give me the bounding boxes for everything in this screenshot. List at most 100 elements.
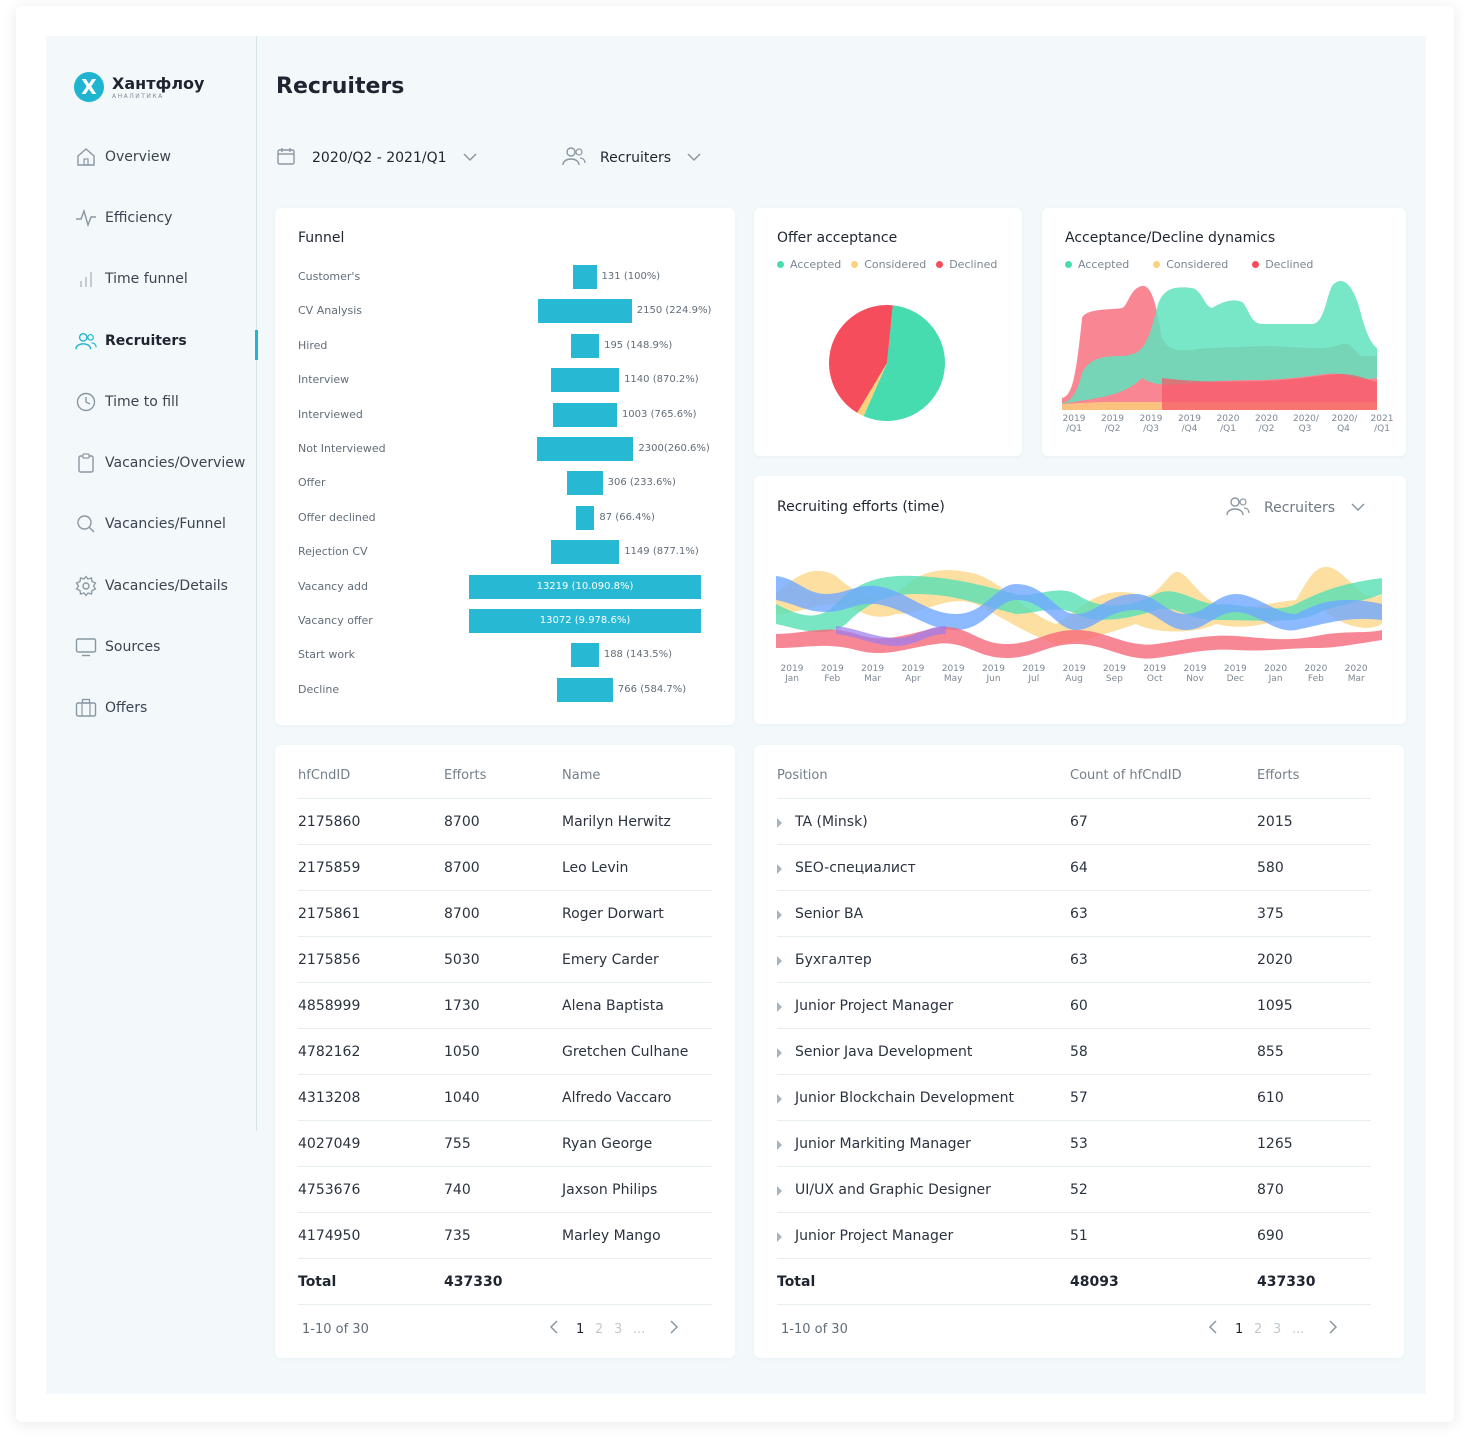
funnel-value: 195 (148.9%) — [604, 339, 673, 351]
table-row[interactable]: 4174950 735 Marley Mango — [298, 1213, 712, 1259]
logo-mark: X — [74, 72, 104, 102]
table-cell: 740 — [444, 1182, 471, 1198]
funnel-card: Funnel Customer's 131 (100%) CV Analysis 21… — [275, 208, 735, 725]
offer-acceptance-card: Offer acceptance Accepted Considered Dec… — [754, 208, 1022, 456]
funnel-bar — [557, 677, 613, 702]
table-row[interactable]: UI/UX and Graphic Designer 52 870 — [777, 1167, 1371, 1213]
funnel-bar — [550, 368, 620, 393]
sidebar-item-vacancies-details[interactable]: Vacancies/Details — [46, 555, 257, 616]
table-row[interactable]: Senior Java Development 58 855 — [777, 1029, 1371, 1075]
funnel-row: Decline 766 (584.7%) — [275, 677, 735, 702]
table-row[interactable]: 4782162 1050 Gretchen Culhane — [298, 1029, 712, 1075]
next-page-icon[interactable] — [1328, 1320, 1338, 1338]
funnel-row: CV Analysis 2150 (224.9%) — [275, 299, 735, 324]
column-header[interactable]: Count of hfCndID — [1070, 768, 1182, 783]
header-divider — [777, 798, 1371, 799]
table-row[interactable]: TA (Minsk) 67 2015 — [777, 799, 1371, 845]
sidebar-item-time-to-fill[interactable]: Time to fill — [46, 371, 257, 432]
table-row[interactable]: 2175859 8700 Leo Levin — [298, 845, 712, 891]
sidebar-item-time-funnel[interactable]: Time funnel — [46, 249, 257, 310]
funnel-row: Offer 306 (233.6%) — [275, 471, 735, 496]
period-filter[interactable]: 2020/Q2 - 2021/Q1 — [276, 144, 477, 172]
table-row[interactable]: 4753676 740 Jaxson Philips — [298, 1167, 712, 1213]
column-header[interactable]: Name — [562, 768, 601, 783]
page-number[interactable]: 1 — [1235, 1322, 1244, 1337]
page-number[interactable]: 2 — [1254, 1322, 1263, 1337]
table-cell: Junior Project Manager — [795, 998, 954, 1014]
efforts-stream-chart — [776, 566, 1382, 659]
table-row[interactable]: 4313208 1040 Alfredo Vaccaro — [298, 1075, 712, 1121]
table-cell: Jaxson Philips — [562, 1182, 658, 1198]
x-tick-label: 2019 Jan — [780, 664, 804, 684]
efforts-recruiters-filter[interactable]: Recruiters — [1226, 496, 1365, 520]
table-cell: TA (Minsk) — [795, 814, 868, 830]
briefcase-icon — [75, 697, 97, 719]
table-cell: 64 — [1070, 860, 1088, 876]
table-row[interactable]: Junior Markiting Manager 53 1265 — [777, 1121, 1371, 1167]
expand-caret-icon[interactable] — [777, 864, 782, 874]
table-row[interactable]: Бухгалтер 63 2020 — [777, 937, 1371, 983]
pie-slice-accepted — [863, 305, 945, 421]
table-cell: 8700 — [444, 860, 480, 876]
stream-purple — [836, 626, 946, 646]
x-tick-label: 2019 Dec — [1223, 664, 1247, 684]
table-row[interactable]: SEO-специалист 64 580 — [777, 845, 1371, 891]
sidebar-item-recruiters[interactable]: Recruiters — [46, 310, 258, 371]
expand-caret-icon[interactable] — [777, 1002, 782, 1012]
table-row[interactable]: 2175860 8700 Marilyn Herwitz — [298, 799, 712, 845]
column-header[interactable]: Efforts — [1257, 768, 1300, 783]
pie-slice-declined — [829, 305, 893, 413]
table-cell: 58 — [1070, 1044, 1088, 1060]
table-cell: 4753676 — [298, 1182, 361, 1198]
column-header[interactable]: hfCndID — [298, 768, 351, 783]
table-row[interactable]: Junior Project Manager 60 1095 — [777, 983, 1371, 1029]
table-row[interactable]: Junior Blockchain Development 57 610 — [777, 1075, 1371, 1121]
page-number[interactable]: 2 — [595, 1322, 604, 1337]
expand-caret-icon[interactable] — [777, 1140, 782, 1150]
sidebar-item-efficiency[interactable]: Efficiency — [46, 187, 257, 248]
sidebar-item-vacancies-funnel[interactable]: Vacancies/Funnel — [46, 494, 257, 555]
expand-caret-icon[interactable] — [777, 1232, 782, 1242]
table-row[interactable]: 2175856 5030 Emery Carder — [298, 937, 712, 983]
pulse-icon — [75, 207, 97, 229]
expand-caret-icon[interactable] — [777, 818, 782, 828]
prev-page-icon[interactable] — [549, 1320, 559, 1338]
expand-caret-icon[interactable] — [777, 1048, 782, 1058]
next-page-icon[interactable] — [669, 1320, 679, 1338]
x-tick-label: 2019/Q3 — [1139, 414, 1163, 434]
sidebar-item-sources[interactable]: Sources — [46, 616, 257, 677]
sidebar-item-overview[interactable]: Overview — [46, 126, 257, 187]
funnel-row: Rejection CV 1149 (877.1%) — [275, 540, 735, 565]
expand-caret-icon[interactable] — [777, 1186, 782, 1196]
expand-caret-icon[interactable] — [777, 1094, 782, 1104]
page-number[interactable]: 1 — [576, 1322, 585, 1337]
table-cell: 2175859 — [298, 860, 361, 876]
table-cell: 4858999 — [298, 998, 361, 1014]
recruiters-filter[interactable]: Recruiters — [562, 144, 701, 172]
table-row[interactable]: 2175861 8700 Roger Dorwart — [298, 891, 712, 937]
funnel-bar — [567, 471, 603, 496]
sidebar-item-offers[interactable]: Offers — [46, 678, 257, 739]
table-cell: 375 — [1257, 906, 1284, 922]
recruiters-filter-value: Recruiters — [600, 150, 672, 166]
column-header[interactable]: Position — [777, 768, 828, 783]
stream-red — [776, 626, 1382, 659]
prev-page-icon[interactable] — [1208, 1320, 1218, 1338]
table-row[interactable]: 4027049 755 Ryan George — [298, 1121, 712, 1167]
table-row[interactable]: Senior BA 63 375 — [777, 891, 1371, 937]
funnel-label: Decline — [298, 682, 340, 696]
logo[interactable]: X Хантфлоу АНАЛИТИКА — [74, 72, 204, 102]
table-row[interactable]: Junior Project Manager 51 690 — [777, 1213, 1371, 1259]
expand-caret-icon[interactable] — [777, 956, 782, 966]
pagination-ellipsis: ... — [1292, 1322, 1305, 1337]
total-cell: 437330 — [444, 1274, 503, 1290]
table-cell: 1265 — [1257, 1136, 1293, 1152]
sidebar-item-vacancies-overview[interactable]: Vacancies/Overview — [46, 432, 257, 493]
chevron-down-icon — [1351, 500, 1365, 516]
column-header[interactable]: Efforts — [444, 768, 487, 783]
page-number[interactable]: 3 — [1273, 1322, 1282, 1337]
table-row[interactable]: 4858999 1730 Alena Baptista — [298, 983, 712, 1029]
table-cell: 1730 — [444, 998, 480, 1014]
expand-caret-icon[interactable] — [777, 910, 782, 920]
page-number[interactable]: 3 — [614, 1322, 623, 1337]
